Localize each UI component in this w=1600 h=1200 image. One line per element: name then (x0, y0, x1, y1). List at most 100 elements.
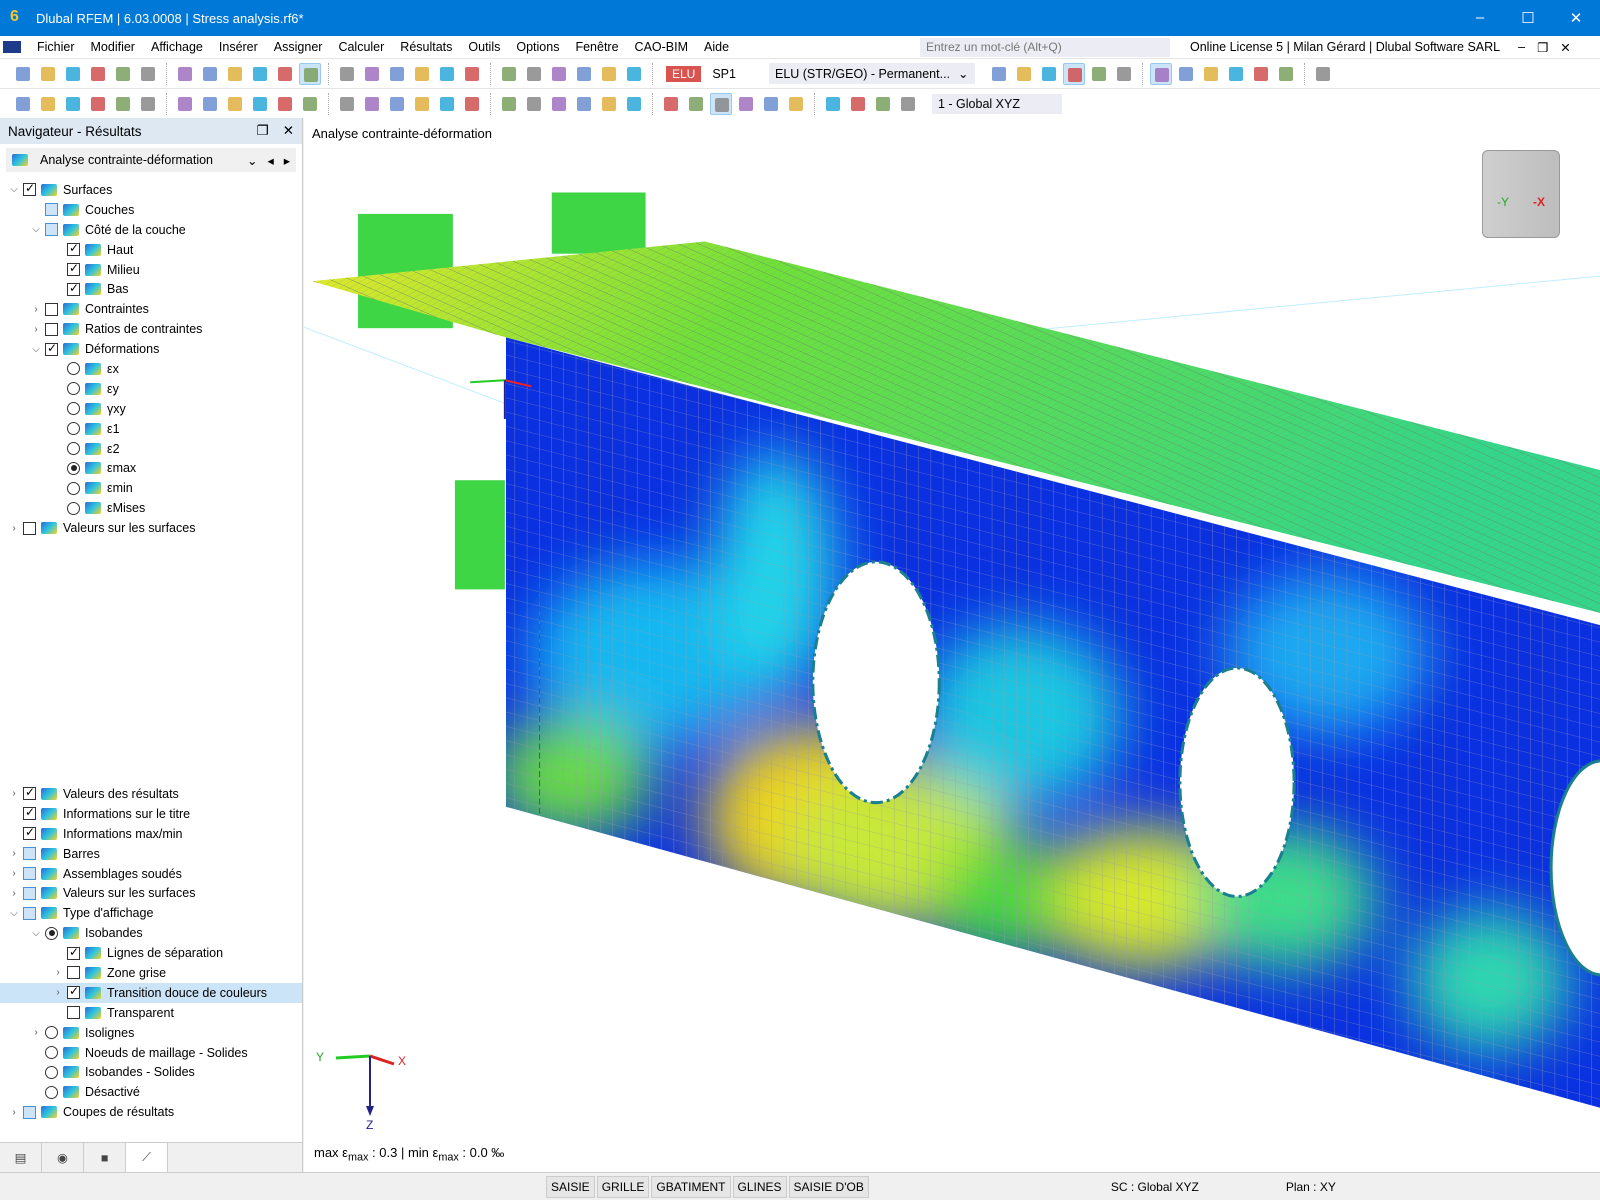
hinge-icon[interactable] (137, 93, 159, 115)
tree-item[interactable]: εmax (0, 458, 302, 478)
table-icon[interactable] (336, 63, 358, 85)
app-menu-icon[interactable] (3, 41, 21, 53)
menu-affichage[interactable]: Affichage (150, 40, 203, 54)
checkbox[interactable] (67, 1006, 80, 1020)
view-cube[interactable]: -Y -X (1482, 150, 1560, 238)
collapse-icon[interactable]: ⌵ (32, 343, 40, 355)
checkbox[interactable] (45, 223, 58, 237)
results-icon[interactable]: ⟋ (126, 1143, 168, 1172)
pin-icon[interactable] (436, 93, 458, 115)
tree-item[interactable]: ⌵ Déformations (0, 339, 302, 359)
report-icon[interactable] (199, 63, 221, 85)
combination-select[interactable]: ELU (STR/GEO) - Permanent... ⌄ (768, 63, 975, 84)
move-icon[interactable] (1225, 63, 1247, 85)
minimize-button[interactable]: – (1475, 9, 1485, 26)
expand-icon[interactable]: › (12, 848, 16, 860)
expand-icon[interactable]: › (56, 987, 60, 999)
menu-options[interactable]: Options (516, 40, 560, 54)
prev-icon[interactable]: ◂ (267, 153, 274, 168)
tree-item[interactable]: ⌵ Type d'affichage (0, 903, 302, 923)
expand-icon[interactable]: › (34, 323, 38, 335)
maximize-button[interactable]: ☐ (1521, 10, 1535, 27)
redo-icon[interactable] (274, 63, 296, 85)
panel-icon[interactable] (436, 63, 458, 85)
deform-icon[interactable] (1013, 63, 1035, 85)
tree-item[interactable]: › Coupes de résultats (0, 1102, 302, 1122)
grid-icon[interactable] (249, 93, 271, 115)
arrows-icon[interactable] (760, 93, 782, 115)
menu-cao-bim[interactable]: CAO-BIM (634, 40, 689, 54)
doc-minimize-icon[interactable]: – (1518, 40, 1526, 54)
tree-item[interactable]: ε2 (0, 439, 302, 459)
value-labels-icon[interactable] (1200, 63, 1222, 85)
menu-fichier[interactable]: Fichier (37, 40, 75, 54)
table-view-icon[interactable] (299, 62, 321, 85)
line-icon[interactable] (37, 93, 59, 115)
collapse-icon[interactable]: ⌵ (32, 224, 40, 236)
solid-icon[interactable] (1113, 63, 1135, 85)
target-icon[interactable] (523, 63, 545, 85)
surface-icon[interactable] (87, 93, 109, 115)
radio-button[interactable] (45, 926, 58, 940)
tree-item[interactable]: εx (0, 359, 302, 379)
checkbox[interactable] (45, 322, 58, 336)
cloud-icon[interactable] (548, 63, 570, 85)
line-d-icon[interactable] (897, 93, 919, 115)
chevron-down-icon[interactable]: ⌄ (958, 67, 969, 81)
color-table-icon[interactable] (361, 63, 383, 85)
menu-fenêtre[interactable]: Fenêtre (575, 40, 619, 54)
radio-button[interactable] (45, 1085, 58, 1099)
status-toggle-4[interactable]: SAISIE D'OB (788, 1175, 869, 1198)
status-toggle-3[interactable]: GLINES (732, 1175, 787, 1198)
menu-calculer[interactable]: Calculer (338, 40, 385, 54)
tree-item[interactable]: εMises (0, 498, 302, 518)
radio-button[interactable] (67, 501, 80, 515)
menu-modifier[interactable]: Modifier (90, 40, 135, 54)
film-icon[interactable] (660, 93, 682, 115)
checkbox[interactable] (23, 785, 36, 801)
undo-icon[interactable] (249, 63, 271, 85)
checkbox[interactable] (23, 886, 36, 900)
diagram-icon[interactable] (1250, 63, 1272, 85)
section-icon[interactable] (573, 63, 595, 85)
data-icon[interactable]: ▤ (0, 1143, 42, 1172)
open-icon[interactable] (37, 63, 59, 85)
tree-item[interactable]: Transparent (0, 1003, 302, 1023)
tree-item[interactable]: › Zone grise (0, 963, 302, 983)
tree-item[interactable]: Lignes de séparation (0, 943, 302, 963)
checkbox[interactable] (67, 241, 80, 257)
new-model-icon[interactable] (12, 63, 34, 85)
tree-item[interactable]: ⌵ Isobandes (0, 923, 302, 943)
analysis-selector[interactable]: Analyse contrainte-déformation ⌄ ◂ ▸ (6, 148, 296, 172)
line-c-icon[interactable] (872, 93, 894, 115)
expand-icon[interactable]: › (12, 868, 16, 879)
box-icon[interactable] (1312, 63, 1334, 85)
foundation-icon[interactable] (174, 93, 196, 115)
isobands-icon[interactable] (710, 92, 732, 115)
sheet-icon[interactable] (573, 93, 595, 115)
checkbox[interactable] (23, 181, 36, 197)
radio-button[interactable] (67, 442, 80, 456)
menu-assigner[interactable]: Assigner (273, 40, 323, 54)
tree-item[interactable]: › Valeurs sur les surfaces (0, 518, 302, 538)
checkbox[interactable] (45, 203, 58, 217)
tree-item[interactable]: Couches (0, 200, 302, 220)
checkbox[interactable] (67, 966, 80, 980)
print-preview-icon[interactable] (112, 63, 134, 85)
coord-system-select[interactable]: 1 - Global XYZ (932, 93, 1062, 114)
copy-icon[interactable] (174, 63, 196, 85)
status-toggle-2[interactable]: GBATIMENT (651, 1175, 731, 1198)
beam-b-icon[interactable] (498, 93, 520, 115)
filter-icon[interactable] (598, 93, 620, 115)
expand-icon[interactable]: › (56, 967, 60, 979)
member-icon[interactable] (62, 93, 84, 115)
tree-item[interactable]: γxy (0, 399, 302, 419)
checkbox[interactable] (67, 984, 80, 1000)
checkbox[interactable] (23, 805, 36, 821)
tree-item[interactable]: ⌵ Côté de la couche (0, 220, 302, 240)
line-a-icon[interactable] (822, 93, 844, 115)
tree-item[interactable]: Isobandes - Solides (0, 1062, 302, 1082)
radio-button[interactable] (45, 1046, 58, 1060)
save-icon[interactable] (137, 63, 159, 85)
checkbox[interactable] (23, 906, 36, 920)
